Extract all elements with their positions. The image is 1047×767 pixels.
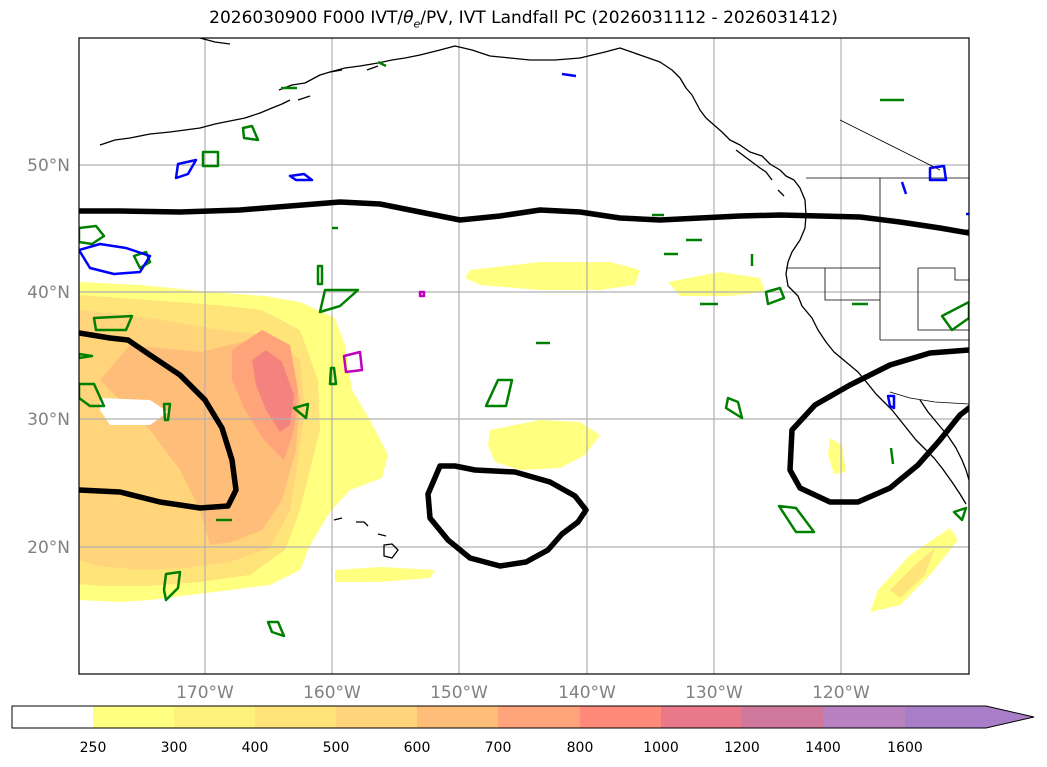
lon-label-140: 140°W: [558, 683, 616, 703]
contour-green-24: [724, 396, 744, 420]
ivt-250-region-south: [335, 567, 435, 582]
contour-black-east: [787, 347, 969, 505]
coastline-bc-islands: [735, 149, 785, 197]
contour-blue-4: [561, 72, 577, 78]
contour-black-north: [79, 199, 969, 236]
coastlines: [99, 38, 969, 559]
lon-label-170: 170°W: [176, 683, 234, 703]
contour-green-9: [162, 402, 172, 422]
contour-blue-3: [288, 172, 314, 182]
contour-green-26: [777, 504, 816, 534]
lat-labels: 50°N 40°N 30°N 20°N: [27, 156, 70, 558]
contour-blue-7: [886, 394, 896, 410]
contour-green-4: [79, 224, 106, 246]
cb-tick-1400: 1400: [805, 740, 841, 756]
cb-tick-500: 500: [323, 740, 350, 756]
lat-label-50: 50°N: [27, 156, 70, 176]
ivt-shading: [79, 262, 958, 612]
map-frame: [78, 37, 970, 675]
coastline-baja-gulf: [919, 399, 969, 481]
cb-seg-6: [498, 706, 580, 728]
cb-seg-10: [823, 706, 905, 728]
title-theta-sub: e: [413, 17, 421, 31]
cb-tick-1600: 1600: [887, 740, 923, 756]
ivt-250-region-subtropic: [488, 420, 600, 470]
ivt-250-region-central: [465, 262, 640, 290]
ivt-250-region-central-2: [668, 272, 765, 296]
cb-tick-250: 250: [80, 740, 107, 756]
chart-title: 2026030900 F000 IVT/θe/PV, IVT Landfall …: [0, 8, 1047, 30]
cb-seg-0: [12, 706, 93, 728]
magenta-contours: [342, 290, 426, 374]
contour-green-15: [162, 570, 182, 602]
lon-label-150: 150°W: [430, 683, 488, 703]
cb-tick-700: 700: [485, 740, 512, 756]
title-suffix: /PV, IVT Landfall PC (2026031112 - 20260…: [420, 8, 838, 28]
coastline-hawaii: [333, 517, 399, 559]
black-contours: [79, 199, 969, 569]
ivt-1000-region-west: [252, 350, 294, 432]
cb-tick-1200: 1200: [724, 740, 760, 756]
contour-blue-6: [900, 181, 908, 195]
contour-blue-2: [174, 158, 198, 180]
contour-green-10: [318, 288, 360, 314]
ivt-gap-west: [100, 398, 168, 425]
contour-green-25: [764, 286, 786, 306]
title-theta: θ: [403, 8, 414, 28]
contour-green-12: [328, 366, 338, 386]
cb-tick-300: 300: [161, 740, 188, 756]
coastline-pnw: [785, 179, 967, 505]
contour-black-west: [79, 330, 239, 511]
contour-green-7: [79, 352, 94, 360]
cb-seg-4: [336, 706, 417, 728]
colorbar-outline: [11, 705, 1035, 729]
contour-green-16: [266, 620, 286, 638]
lat-label-30: 30°N: [27, 410, 70, 430]
contour-magenta-1: [342, 350, 364, 374]
contour-magenta-2: [418, 290, 426, 298]
cb-seg-9: [742, 706, 823, 728]
contour-green-14: [484, 378, 514, 408]
contour-green-11: [316, 264, 324, 286]
contour-green-33: [377, 60, 387, 68]
lon-labels: 170°W 160°W 150°W 140°W 130°W 120°W: [176, 683, 870, 703]
contour-blue-5: [928, 164, 948, 182]
title-prefix: 2026030900 F000 IVT/: [209, 8, 404, 28]
cb-seg-8: [661, 706, 742, 728]
lon-label-130: 130°W: [685, 683, 743, 703]
contour-green-13: [292, 402, 310, 420]
cb-seg-7: [580, 706, 661, 728]
cb-seg-5: [417, 706, 498, 728]
contour-blue-1: [79, 242, 152, 276]
contour-green-31: [889, 447, 895, 465]
green-contours: [79, 60, 969, 638]
lat-label-20: 20°N: [27, 538, 70, 558]
cb-seg-1: [93, 706, 174, 728]
contour-green-1: [241, 124, 260, 142]
ivt-300-region-baja: [890, 548, 935, 598]
contour-green-6: [92, 314, 134, 332]
contour-green-8: [79, 382, 106, 408]
cb-seg-2: [174, 706, 255, 728]
cb-tick-800: 800: [567, 740, 594, 756]
lon-label-120: 120°W: [812, 683, 870, 703]
lon-label-160: 160°W: [303, 683, 361, 703]
border-us-mexico: [889, 391, 969, 405]
colorbar: 250 300 400 500 600 700 800 1000 1200 14…: [11, 705, 1035, 756]
contour-black-central: [425, 463, 589, 569]
coastline-alaska: [199, 38, 795, 181]
cb-tick-600: 600: [404, 740, 431, 756]
graticule: [79, 38, 969, 674]
coastline-aleutians: [99, 65, 379, 146]
cb-seg-extend: [905, 706, 1034, 728]
cb-seg-3: [255, 706, 336, 728]
lat-label-40: 40°N: [27, 283, 70, 303]
contour-green-2: [201, 150, 220, 168]
contour-green-28: [940, 300, 969, 332]
cb-tick-400: 400: [242, 740, 269, 756]
contour-green-29: [952, 506, 968, 522]
cb-tick-1000: 1000: [643, 740, 679, 756]
